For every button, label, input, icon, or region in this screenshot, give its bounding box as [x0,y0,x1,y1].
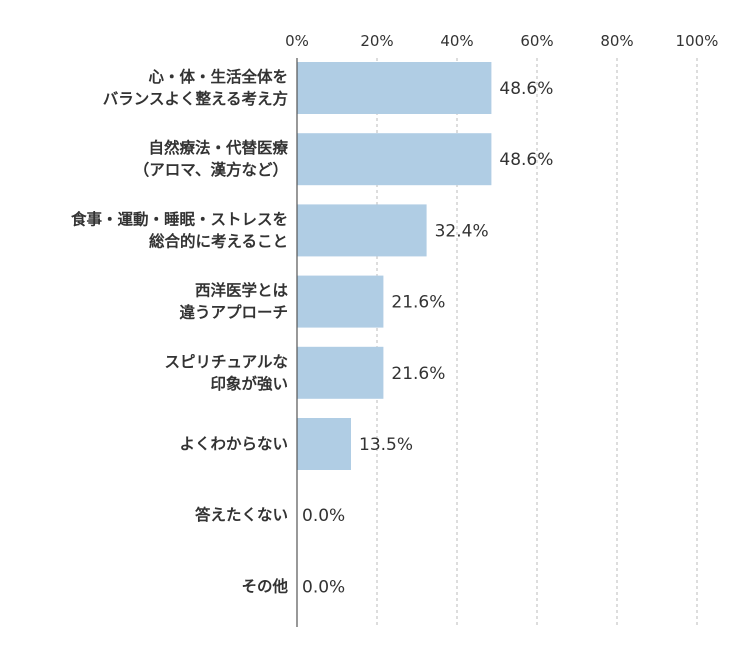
x-axis-ticks: 0% 20% 40% 60% 80% 100% [285,32,718,50]
category-label-line: スピリチュアルな [164,353,288,371]
category-label: その他 [241,576,288,595]
value-label: 0.0% [302,506,345,526]
value-label: 21.6% [391,293,445,313]
category-label: 西洋医学とは違うアプローチ [179,281,288,322]
category-label: スピリチュアルな印象が強い [164,353,288,393]
category-label: 食事・運動・睡眠・ストレスを総合的に考えること [70,209,288,250]
category-label-line: 食事・運動・睡眠・ストレスを [70,209,288,228]
category-label-line: 答えたくない [195,505,288,524]
category-label: 心・体・生活全体をバランスよく整える考え方 [103,67,288,108]
category-label-line: よくわからない [179,435,288,453]
value-label: 0.0% [302,577,345,597]
bar [297,418,351,470]
category-label: 自然療法・代替医療 （アロマ、漢方など） [134,138,289,179]
value-label: 21.6% [391,364,445,384]
bar [297,346,384,399]
x-tick-label: 40% [440,32,473,50]
category-label-line: 総合的に考えること [149,231,288,250]
category-label: 答えたくない [195,505,288,524]
value-labels: 48.6% 48.6% 32.4% 21.6% 21.6% 13.5% 0.0% 0.0% [302,79,553,597]
value-label: 48.6% [499,79,553,99]
category-label-line: （アロマ、漢方など） [134,160,288,179]
category-label-line: 西洋医学とは [195,281,289,300]
category-label-line: 自然療法・代替医療 [148,138,288,157]
category-label-line: バランスよく整える考え方 [103,89,288,108]
bar [297,62,492,114]
grid-lines [376,58,698,627]
category-label-line: 違うアプローチ [179,303,288,322]
x-tick-label: 100% [676,32,719,50]
value-label: 13.5% [359,435,413,455]
bar [297,204,427,257]
bar [297,275,384,328]
bars [297,62,492,470]
x-tick-label: 80% [600,32,633,50]
category-label-line: その他 [241,576,288,595]
bar [297,133,492,186]
category-label-line: 印象が強い [210,374,288,393]
value-label: 32.4% [435,221,489,241]
category-label-line: 心・体・生活全体を [148,67,288,86]
x-tick-label: 60% [520,32,553,50]
category-label: よくわからない [179,435,288,453]
x-tick-label: 20% [360,32,393,50]
x-tick-label: 0% [285,32,309,50]
value-label: 48.6% [499,150,553,170]
